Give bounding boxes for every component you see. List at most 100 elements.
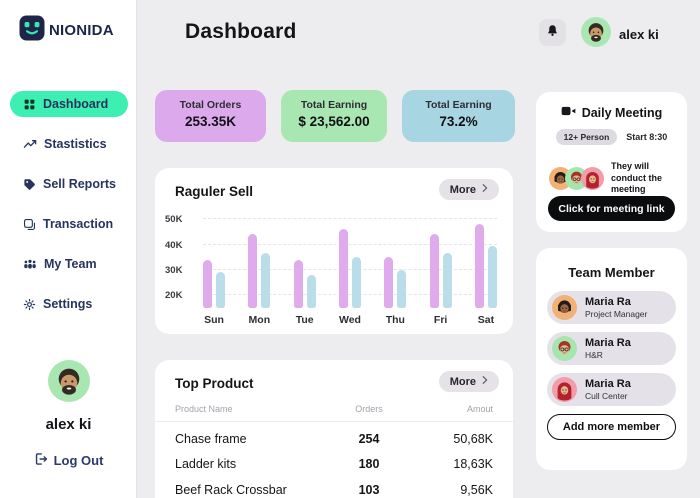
chart-plot-area — [203, 214, 497, 308]
meeting-avatars — [549, 167, 604, 191]
sidebar-item-settings[interactable]: Settings — [10, 291, 128, 317]
page-title: Dashboard — [185, 20, 297, 43]
stat-value: 253.35K — [184, 114, 237, 129]
column-product-name: Product Name — [175, 404, 233, 414]
meeting-avatar-woman-dark-hair — [549, 167, 572, 191]
sidebar-item-dashboard[interactable]: Dashboard — [10, 91, 128, 117]
stat-label: Total Earning — [425, 99, 492, 111]
x-axis-label-wed: Wed — [338, 314, 361, 326]
member-role: H&R — [585, 350, 603, 361]
orders-cell: 180 — [358, 457, 380, 472]
sidebar-item-sell-reports[interactable]: Sell Reports — [10, 171, 128, 197]
y-axis-label: 50K — [165, 214, 183, 226]
meeting-note: They will conduct the meeting — [611, 161, 662, 195]
bar-thu-blue — [397, 269, 407, 308]
logo-robot-icon — [19, 15, 45, 46]
bar-thu-purple — [384, 257, 394, 308]
orders-cell: 254 — [358, 431, 380, 446]
sidebar-nav: Dashboard Stastistics Sell Reports Transact… — [10, 91, 128, 331]
bar-chart: Sun Mon Tue Wed Thu Fri Sat 20K 30K 40K 50K — [165, 214, 501, 326]
orders-cell: 103 — [358, 482, 380, 497]
column-orders: Orders — [355, 404, 383, 414]
meeting-avatar-man-red-hair-glasses — [565, 167, 588, 191]
bar-group-thu — [384, 257, 407, 308]
bar-sun-purple — [203, 259, 212, 308]
bar-group-fri — [429, 234, 452, 308]
gear-icon — [23, 298, 36, 311]
meeting-avatar-woman-red-hijab — [581, 167, 604, 191]
video-camera-icon — [561, 105, 576, 120]
stat-card-total-earning-2: Total Earning 73.2% — [402, 90, 515, 142]
member-name: Maria Ra — [585, 295, 631, 308]
sidebar-user-avatar — [47, 360, 90, 407]
bar-fri-blue — [442, 253, 452, 308]
stat-value: 73.2% — [439, 114, 478, 129]
table-row-chase-frame: Chase frame 254 50,68K — [155, 426, 513, 452]
logout-button[interactable]: Log Out — [0, 452, 137, 469]
sidebar-item-label: Transaction — [43, 217, 114, 231]
team-icon — [23, 257, 37, 271]
table-row-ladder-kits: Ladder kits 180 18,63K — [155, 452, 513, 478]
transaction-icon — [23, 218, 36, 231]
bar-group-tue — [293, 259, 316, 308]
member-avatar-woman-red-hijab — [552, 377, 577, 402]
table-title: Top Product — [175, 376, 254, 391]
sidebar-item-label: Settings — [43, 297, 93, 311]
header-user-chip[interactable]: alex ki — [581, 17, 659, 52]
daily-meeting-card: Daily Meeting 12+ Person Start 8:30 They… — [536, 92, 687, 232]
stat-label: Total Earning — [300, 99, 368, 111]
stat-cards-row: Total Orders 253.35K Total Earning $ 23,562… — [155, 90, 515, 142]
chart-title: Raguler Sell — [175, 184, 254, 199]
team-member-list: Maria Ra Project Manager Maria Ra H&R Mari… — [547, 291, 676, 406]
sidebar-user: alex ki — [0, 360, 137, 433]
member-avatar-woman-dark-hair — [552, 295, 577, 320]
y-axis-label: 40K — [165, 239, 183, 251]
bar-mon-blue — [261, 253, 271, 308]
sidebar-item-my-team[interactable]: My Team — [10, 251, 128, 277]
gridline-50K — [203, 218, 497, 220]
y-axis-label: 20K — [165, 290, 183, 302]
trend-icon — [23, 137, 37, 151]
meeting-title: Daily Meeting — [581, 105, 663, 120]
table-header-row: Product Name Orders Amout — [155, 404, 513, 422]
table-row-beef-rack-crossbar: Beef Rack Crossbar 103 9,56K — [155, 477, 513, 498]
bar-sat-purple — [474, 224, 484, 308]
product-name-cell: Beef Rack Crossbar — [175, 482, 287, 497]
sidebar-item-label: Sell Reports — [43, 177, 116, 191]
meeting-start-time: Start 8:30 — [626, 132, 668, 142]
sidebar-item-label: Stastistics — [44, 137, 107, 151]
chevron-right-icon — [482, 375, 488, 388]
header-user-name: alex ki — [619, 27, 659, 42]
x-axis-label-sun: Sun — [204, 314, 224, 326]
notification-button[interactable] — [539, 19, 566, 46]
logout-label: Log Out — [53, 453, 104, 468]
bar-group-mon — [248, 234, 271, 308]
bar-mon-purple — [248, 234, 258, 308]
bar-wed-purple — [338, 229, 348, 308]
header-user-avatar — [581, 17, 611, 52]
table-more-button[interactable]: More — [438, 371, 499, 392]
amount-cell: 9,56K — [460, 482, 493, 497]
table-body: Chase frame 254 50,68K Ladder kits 180 18,63K… — [155, 426, 513, 498]
stat-value: $ 23,562.00 — [298, 114, 370, 129]
chart-x-axis-labels: Sun Mon Tue Wed Thu Fri Sat — [203, 314, 497, 326]
sidebar-item-transaction[interactable]: Transaction — [10, 211, 128, 237]
bar-group-sun — [203, 259, 225, 308]
person-count-badge: 12+ Person — [555, 129, 618, 145]
regular-sell-card: Raguler Sell More Sun Mon Tue Wed Thu Fri Sat … — [155, 168, 513, 334]
bar-sun-blue — [216, 272, 225, 308]
stat-card-total-orders-0: Total Orders 253.35K — [155, 90, 266, 142]
bar-fri-purple — [429, 234, 439, 308]
meeting-link-button[interactable]: Click for meeting link — [548, 196, 675, 221]
app-logo: NIONIDA — [19, 15, 114, 46]
x-axis-label-fri: Fri — [433, 314, 448, 326]
x-axis-label-mon: Mon — [248, 314, 271, 326]
x-axis-label-sat: Sat — [477, 314, 495, 326]
chart-more-button[interactable]: More — [438, 179, 499, 200]
add-member-button[interactable]: Add more member — [547, 414, 676, 440]
sidebar-item-stastistics[interactable]: Stastistics — [10, 131, 128, 157]
team-title: Team Member — [568, 265, 655, 280]
bar-group-wed — [338, 229, 361, 308]
x-axis-label-thu: Thu — [385, 314, 405, 326]
